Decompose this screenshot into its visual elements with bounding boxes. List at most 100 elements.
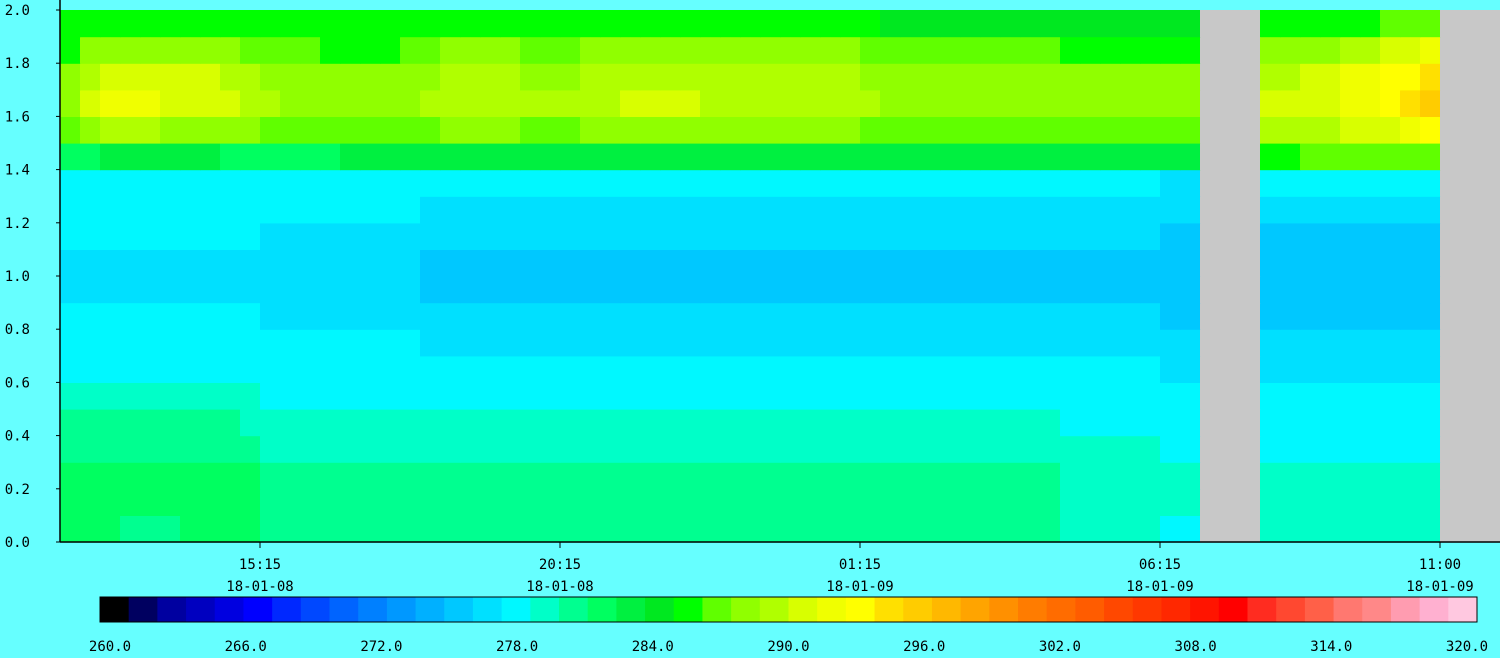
heatmap-cell [1100,329,1121,357]
heatmap-cell [420,488,441,516]
heatmap-cell [560,89,581,117]
heatmap-cell [200,515,221,543]
heatmap-cell [1080,116,1101,144]
heatmap-cell [280,10,301,38]
heatmap-cell [680,143,701,171]
y-tick-label: 0.4 [5,429,30,445]
heatmap-cell [260,36,281,64]
heatmap-cell [1420,89,1441,117]
heatmap-cell [220,435,241,463]
heatmap-cell [1420,63,1441,91]
heatmap-cell [440,10,461,38]
heatmap-cell [640,276,661,304]
heatmap-cell [720,116,741,144]
heatmap-cell [440,222,461,250]
heatmap-cell [780,302,801,330]
heatmap-cell [180,169,201,197]
x-tick-date-label: 18-01-08 [526,579,593,595]
heatmap-cell [1420,515,1441,543]
colorbar: 260.0 266.0 272.0 278.0 284.0 290.0 296.0 302.0… [89,596,1488,655]
heatmap-cell [440,435,461,463]
heatmap-cell [1260,116,1281,144]
colorbar-swatch [673,597,703,622]
heatmap-cell [1060,382,1081,410]
heatmap-cell [780,249,801,277]
heatmap-cell [720,169,741,197]
heatmap-cell [400,515,421,543]
heatmap-cell [180,462,201,490]
heatmap-cell [1160,169,1181,197]
heatmap-cell [1000,36,1021,64]
x-tick-time-label: 15:15 [239,557,281,573]
heatmap-cell [420,355,441,383]
heatmap-cell [240,116,261,144]
heatmap-cell [600,116,621,144]
heatmap-cell [1340,169,1361,197]
heatmap-cell [180,409,201,437]
heatmap-cell [900,515,921,543]
heatmap-cell [320,488,341,516]
heatmap-cell [820,143,841,171]
heatmap-cell [1180,36,1201,64]
heatmap-cell [740,355,761,383]
heatmap-cell [1020,462,1041,490]
colorbar-swatch [1018,597,1048,622]
colorbar-swatch [300,597,330,622]
heatmap-cell [300,355,321,383]
heatmap-cell [180,488,201,516]
heatmap-cell [140,196,161,224]
heatmap-cell [840,10,861,38]
colorbar-swatch [329,597,359,622]
heatmap-cell [960,89,981,117]
colorbar-swatch [874,597,904,622]
colorbar-tick-label: 290.0 [767,639,809,655]
heatmap-cell [1140,196,1161,224]
heatmap-cell [900,116,921,144]
x-tick-time-label: 11:00 [1419,557,1461,573]
heatmap-cell [260,409,281,437]
heatmap-cell [1080,10,1101,38]
heatmap-cell [1260,63,1281,91]
heatmap-cell [1260,462,1281,490]
heatmap-cell [760,409,781,437]
heatmap-cell [200,169,221,197]
heatmap-cell [1320,196,1341,224]
heatmap-cell [580,222,601,250]
heatmap-cell [180,302,201,330]
heatmap-cell [1140,249,1161,277]
heatmap-cell [560,435,581,463]
heatmap-cell [1320,329,1341,357]
heatmap-cell [400,10,421,38]
heatmap-cell [1440,249,1461,277]
heatmap-cell [940,63,961,91]
heatmap-cell [760,276,781,304]
heatmap-cell [100,222,121,250]
heatmap-cell [1440,36,1461,64]
heatmap-cell [140,116,161,144]
heatmap-cell [960,515,981,543]
heatmap-cell [1200,116,1221,144]
heatmap-cell [520,196,541,224]
heatmap-cell [900,169,921,197]
heatmap-cell [620,488,641,516]
heatmap-cell [1440,116,1461,144]
heatmap-cell [860,169,881,197]
heatmap-cell [1100,355,1121,383]
heatmap-cell [220,515,241,543]
heatmap-cell [980,382,1001,410]
heatmap-cell [1360,222,1381,250]
heatmap-cell [1000,329,1021,357]
heatmap-cell [1400,355,1421,383]
heatmap-cell [1080,462,1101,490]
heatmap-cell [1460,462,1481,490]
heatmap-cell [180,222,201,250]
heatmap-cell [1080,409,1101,437]
heatmap-cell [720,409,741,437]
heatmap-cell [1420,462,1441,490]
heatmap-cell [800,488,821,516]
heatmap-cell [1240,36,1261,64]
heatmap-cell [680,63,701,91]
heatmap-cell [1140,329,1161,357]
heatmap-cell [160,116,181,144]
